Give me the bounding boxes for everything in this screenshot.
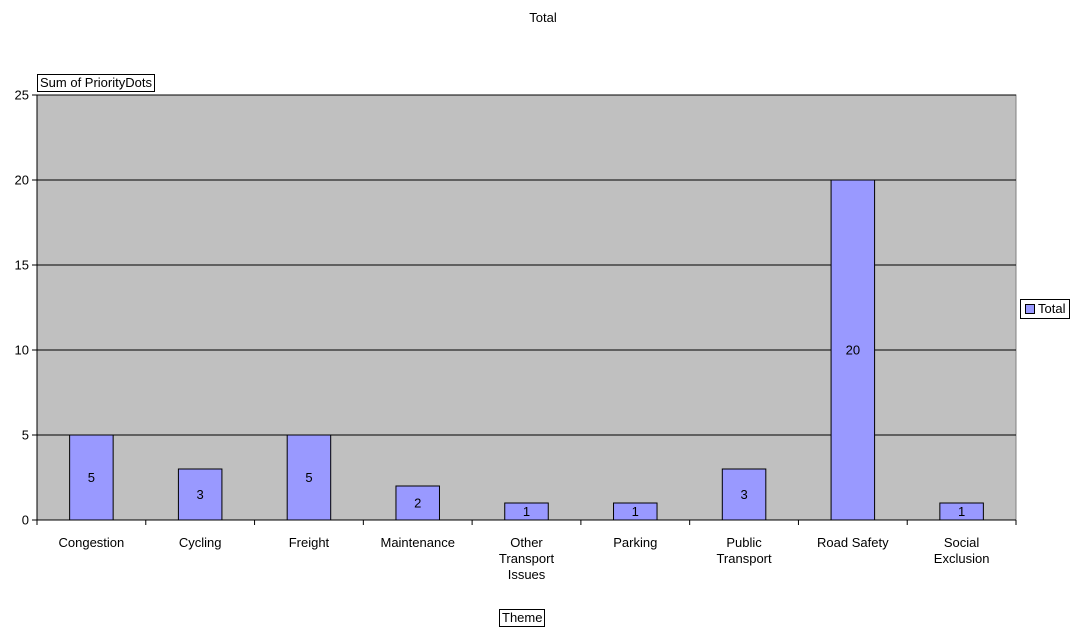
x-tick-label: Cycling: [179, 535, 222, 550]
bar-congestion: [69, 434, 114, 521]
bar-cycling: [177, 468, 223, 521]
y-tick-label: 0: [22, 513, 29, 528]
x-tick-label: Maintenance: [380, 535, 454, 550]
data-label: 20: [846, 343, 860, 358]
data-label: 5: [88, 470, 95, 485]
x-axis-title: Theme: [499, 609, 546, 627]
x-tick-label: Freight: [289, 535, 330, 550]
x-tick-label: Other Transport Issues: [499, 535, 555, 582]
data-label: 3: [740, 487, 747, 502]
y-tick-label: 15: [15, 258, 29, 273]
x-tick-label: Social Exclusion: [934, 535, 990, 566]
x-tick-label: Parking: [613, 535, 657, 550]
x-tick-label: Public Transport: [716, 535, 772, 566]
data-label: 5: [305, 470, 312, 485]
data-label: 1: [958, 504, 965, 519]
y-tick-label: 5: [22, 428, 29, 443]
bar-public-transport: [721, 468, 767, 521]
x-tick-label: Congestion: [58, 535, 124, 550]
y-tick-label: 20: [15, 173, 29, 188]
bar-road-safety: [830, 179, 876, 521]
data-label: 1: [632, 504, 639, 519]
bars: [69, 179, 984, 521]
y-axis-title: Sum of PriorityDots: [37, 74, 155, 92]
legend-label: Total: [1038, 301, 1066, 316]
labels: 0 5 10 15 20 25 5 Congestion 3 Cycling 5 Freight 2 Ma…: [15, 88, 990, 583]
bar-freight: [286, 434, 332, 521]
y-tick-label: 25: [15, 88, 29, 103]
legend-swatch: [1025, 304, 1035, 314]
data-label: 2: [414, 496, 421, 511]
axes: [32, 94, 1017, 525]
bar-maintenance: [395, 485, 440, 521]
x-tick-label: Road Safety: [817, 535, 889, 550]
chart-title: Total: [529, 10, 557, 25]
legend: Total: [1020, 299, 1071, 319]
data-label: 1: [523, 504, 530, 519]
data-label: 3: [197, 487, 204, 502]
y-tick-label: 10: [15, 343, 29, 358]
